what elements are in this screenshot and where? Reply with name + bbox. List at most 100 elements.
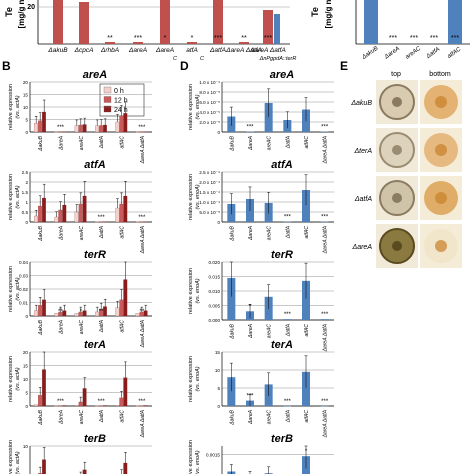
sig-mark: *** xyxy=(321,125,329,131)
x-tick-label: ΔatfA xyxy=(285,409,291,423)
y-tick-label: 10 xyxy=(23,105,29,110)
bar xyxy=(139,405,144,407)
sig-mark: *** xyxy=(138,125,146,131)
y-axis-label-unit: (vs. enoA) xyxy=(195,450,201,474)
x-tick-label: ΔareA xyxy=(248,225,254,241)
y-axis-label-unit: (vs. enoA) xyxy=(195,278,201,303)
colony-bottom-center xyxy=(435,144,447,156)
x-tick-label: ΔatfA xyxy=(99,225,105,239)
bar xyxy=(38,205,42,223)
bar xyxy=(283,319,292,320)
y-axis-label-unit: (vs. actA) xyxy=(15,95,21,118)
bar xyxy=(95,405,99,407)
bar xyxy=(99,125,103,133)
x-tick-label: ΔareA ΔatfA xyxy=(140,135,146,164)
bar xyxy=(115,307,120,317)
y-tick-label: 0.01 xyxy=(19,301,28,306)
sig-mark: *** xyxy=(284,399,292,405)
sig-mark: *** xyxy=(284,312,292,318)
top-left-bar xyxy=(263,10,273,44)
top-left-sig: * xyxy=(191,35,194,42)
bar xyxy=(62,310,67,317)
y-axis-label-unit: (vs. enoA) xyxy=(195,366,201,391)
legend-b: 0 h 12 h 24 h xyxy=(99,83,145,117)
sig-mark: ** xyxy=(99,309,104,315)
chart-D-terA: 0 5 10 15 terA *** *** *** ΔakuB ΔareA areAC ΔatfA a… xyxy=(188,339,334,438)
bar xyxy=(38,305,42,317)
chart-title: atfA xyxy=(84,159,105,171)
colony-top-center xyxy=(392,193,402,203)
chart-title: terA xyxy=(271,339,293,351)
top-left-sig: ** xyxy=(241,35,247,42)
sig-mark: *** xyxy=(138,215,146,221)
sig-mark: * xyxy=(249,304,252,310)
sig-mark: * xyxy=(305,449,308,455)
sig-mark: ** xyxy=(58,309,63,315)
top-left-xlabel: ΔareA ΔatfA xyxy=(225,47,262,54)
chart-title: areA xyxy=(270,69,295,81)
y-tick-label: 2.0 x 10⁻⁴ xyxy=(199,180,220,185)
x-tick-label: ΔakuB xyxy=(38,135,44,151)
top-left-bar xyxy=(79,2,89,44)
sig-mark: * xyxy=(80,309,83,315)
bar xyxy=(82,195,87,223)
bar xyxy=(95,221,99,223)
bar xyxy=(283,405,292,407)
legend-entry-label: 24 h xyxy=(114,107,128,114)
sig-mark: *** xyxy=(57,399,65,405)
bar xyxy=(62,131,67,133)
top-right-sig: *** xyxy=(430,35,438,42)
top-right-xlabel: ΔatfA xyxy=(425,47,441,61)
bar xyxy=(103,306,107,317)
x-tick-label: areAC xyxy=(267,410,273,425)
x-tick-label: ΔakuB xyxy=(38,319,44,335)
bar xyxy=(135,131,140,133)
y-tick-label: 15 xyxy=(23,364,29,369)
sig-mark: *** xyxy=(246,394,254,400)
top-left-bar xyxy=(160,0,170,44)
y-tick-label: 0 xyxy=(217,404,220,409)
y-tick-label: 5.0 x 10⁻⁵ xyxy=(199,210,220,215)
panel-label-b: B xyxy=(2,59,11,73)
colony-bottom-center xyxy=(435,96,447,108)
x-tick-label: ΔatfA xyxy=(285,323,291,337)
bar xyxy=(58,131,63,133)
bar xyxy=(320,319,329,320)
top-left-sig: *** xyxy=(264,35,272,42)
sig-mark: *** xyxy=(284,215,292,221)
bar xyxy=(78,124,83,133)
bar xyxy=(103,124,107,133)
colony-bottom-center xyxy=(435,192,447,204)
y-axis-label-unit: (vs. enoA) xyxy=(195,184,201,209)
bar xyxy=(54,405,59,407)
y-axis-label: relative expression xyxy=(8,174,14,220)
y-tick-label: 20 xyxy=(23,350,29,355)
bar xyxy=(123,279,128,317)
top-right-sig: *** xyxy=(410,35,418,42)
bar xyxy=(42,299,46,317)
sig-mark: *** xyxy=(138,399,146,405)
y-tick-label: 0.04 xyxy=(19,260,28,265)
y-tick-label: 0.03 xyxy=(19,274,28,279)
bar xyxy=(139,131,144,133)
y-tick-label: 10 xyxy=(23,444,29,449)
y-axis-label: relative expression xyxy=(188,174,194,220)
chart-B-terA: 0 5 10 15 20 terA *** *** *** ΔakuB ΔareA areAC Δatf… xyxy=(8,339,152,438)
bar xyxy=(34,123,38,133)
y-tick-label: 0 xyxy=(25,314,28,319)
top-left-bar xyxy=(213,0,223,44)
top-left-xlabel: atfA xyxy=(186,47,198,54)
bar xyxy=(139,221,144,223)
top-left-bar xyxy=(239,42,249,44)
panel-e-row-label: ΔareA xyxy=(352,244,373,251)
chart-title: terA xyxy=(84,339,106,351)
y-axis-label-unit: (vs. actA) xyxy=(15,367,21,390)
top-left-bar xyxy=(187,42,197,44)
panel-label-e: E xyxy=(340,59,348,73)
x-tick-label: ΔatfA xyxy=(99,135,105,149)
x-tick-label: ΔareA ΔatfA xyxy=(140,409,146,438)
top-left-bar-blue xyxy=(274,14,280,44)
top-left-tick-label: 20 xyxy=(27,4,35,11)
y-axis-label: relative expression xyxy=(188,268,194,314)
